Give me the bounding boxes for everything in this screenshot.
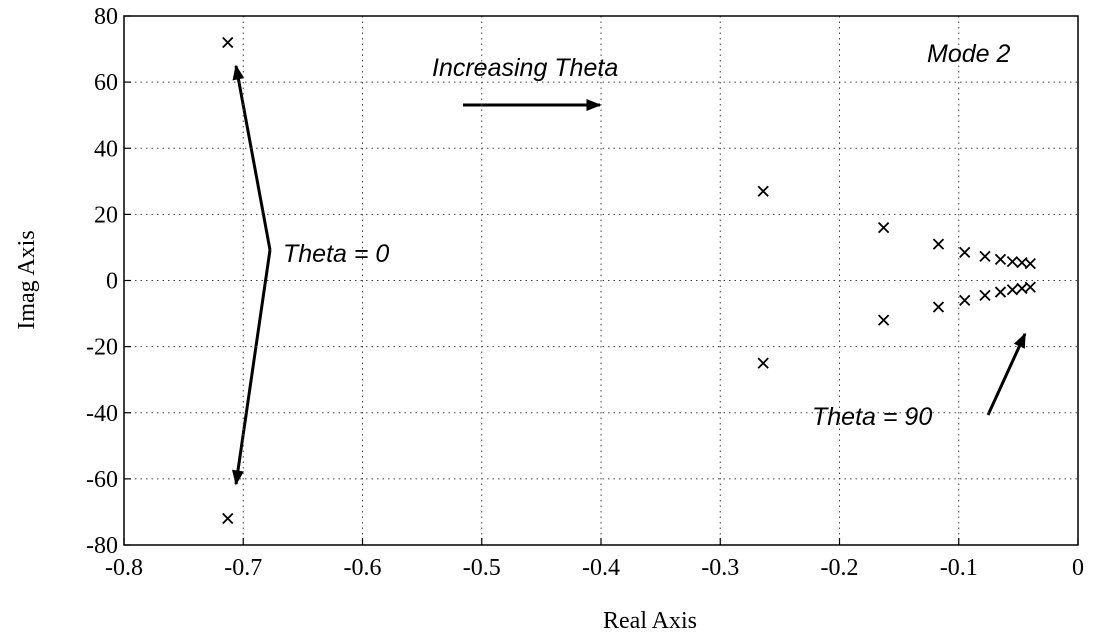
- x-tick-label: -0.6: [344, 555, 382, 581]
- marker: [979, 250, 991, 263]
- x-tick-label: -0.7: [224, 555, 262, 581]
- x-tick-label: 0: [1072, 555, 1084, 581]
- x-tick-label: -0.2: [821, 555, 859, 581]
- marker: [932, 238, 945, 250]
- arrow: [232, 64, 272, 251]
- y-tick-label: -60: [86, 467, 118, 493]
- marker: [979, 289, 991, 302]
- marker: [1024, 258, 1036, 270]
- arrow: [986, 332, 1027, 416]
- x-tick-label: -0.3: [701, 555, 739, 581]
- x-tick-label: -0.1: [940, 555, 978, 581]
- y-tick-label: 40: [94, 136, 118, 162]
- marker: [757, 357, 769, 369]
- annotation: Theta = 0: [283, 240, 389, 268]
- marker: [222, 512, 234, 525]
- annotation: Mode 2: [927, 40, 1010, 68]
- x-axis-label: Real Axis: [603, 608, 697, 634]
- y-tick-label: 20: [94, 202, 118, 228]
- y-axis-label: Imag Axis: [14, 230, 40, 329]
- marker: [1006, 256, 1019, 268]
- marker: [959, 294, 971, 306]
- annotation: Theta = 90: [812, 403, 932, 431]
- x-tick-label: -0.4: [582, 555, 620, 581]
- marker: [1024, 281, 1036, 293]
- y-tick-label: 80: [94, 4, 118, 30]
- y-tick-label: -20: [86, 335, 118, 361]
- marker: [877, 314, 890, 326]
- marker: [757, 185, 769, 197]
- marker: [877, 221, 890, 234]
- x-tick-label: -0.8: [105, 555, 143, 581]
- annotation: Increasing Theta: [432, 54, 618, 82]
- x-tick-label: -0.5: [463, 555, 501, 581]
- marker: [994, 253, 1007, 265]
- y-tick-label: -80: [86, 533, 118, 559]
- y-tick-label: -40: [86, 401, 118, 427]
- y-tick-label: 0: [106, 269, 118, 295]
- marker: [994, 286, 1007, 298]
- y-tick-label: 60: [94, 70, 118, 96]
- marker: [959, 246, 971, 259]
- marker: [1006, 284, 1019, 296]
- marker: [222, 36, 234, 49]
- plot-frame: [123, 15, 1079, 546]
- arrow: [232, 249, 272, 486]
- marker: [932, 301, 945, 313]
